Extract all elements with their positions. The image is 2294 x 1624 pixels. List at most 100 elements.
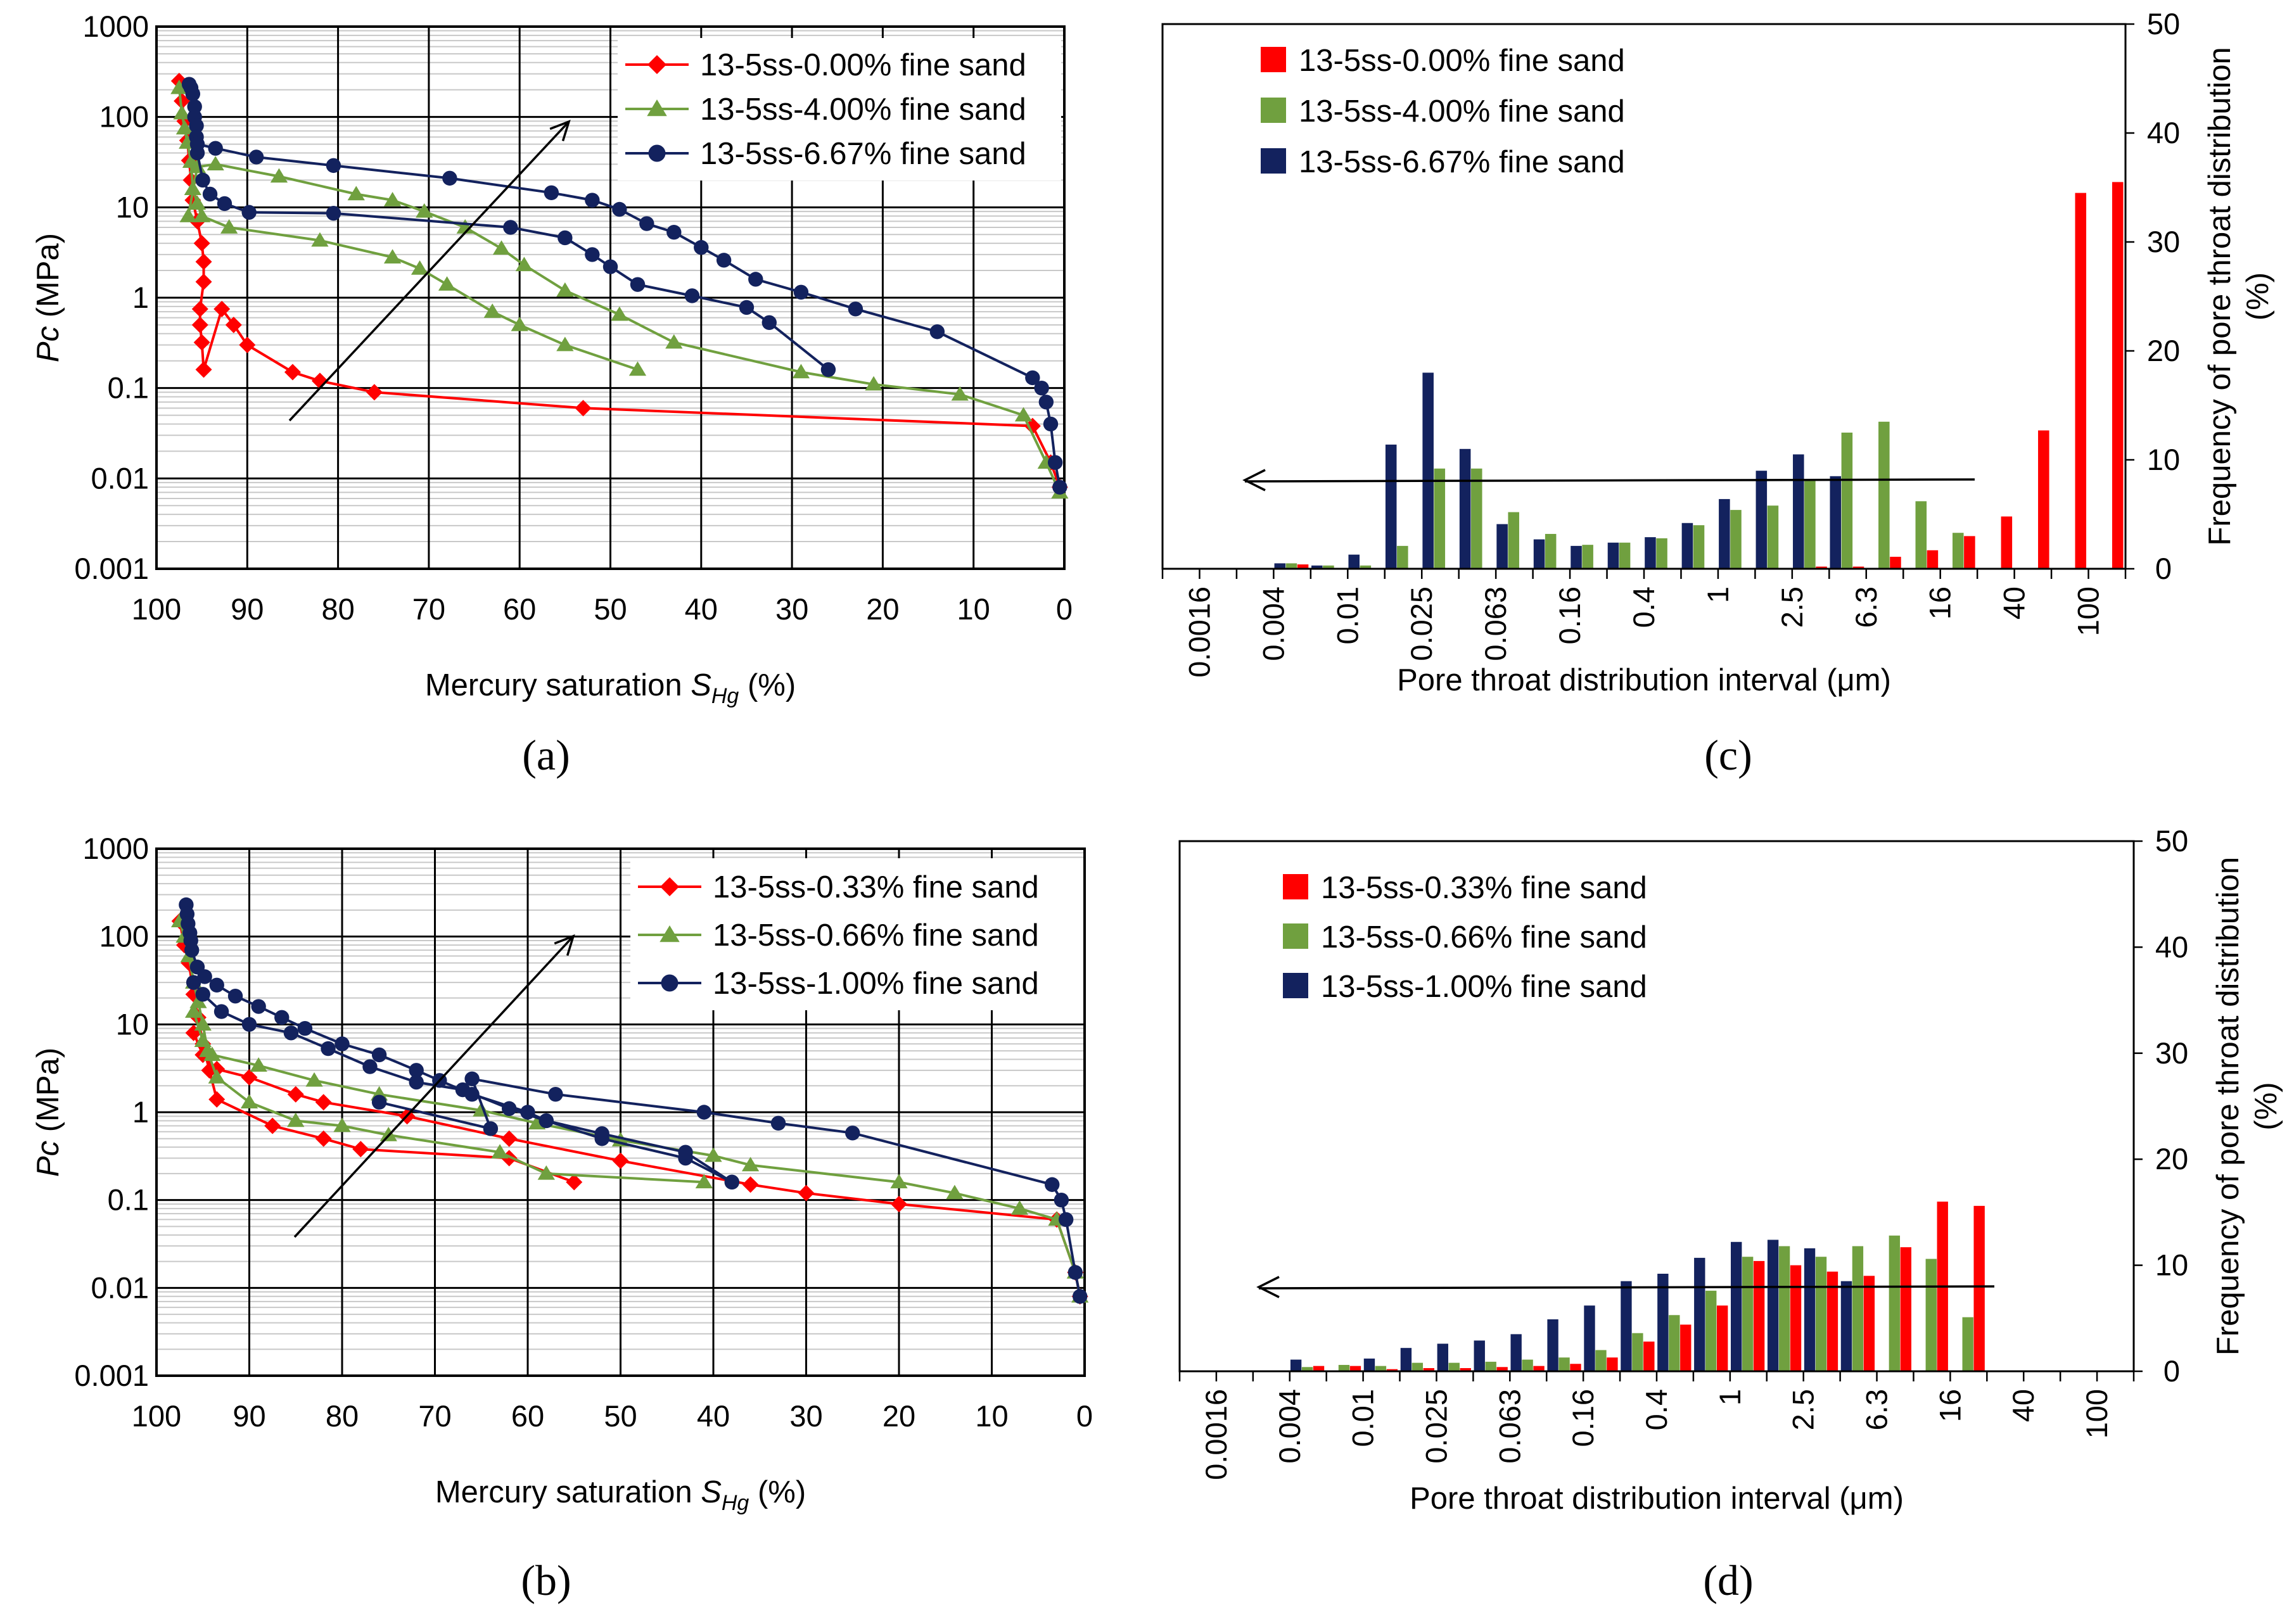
bar	[1301, 1367, 1313, 1371]
data-point	[820, 362, 836, 377]
y-tick-label: 50	[2147, 7, 2180, 41]
data-point	[544, 185, 559, 201]
x-tick-label: 0.16	[1566, 1389, 1600, 1447]
x-tick-label: 0.025	[1419, 1389, 1453, 1464]
bar	[1363, 1358, 1375, 1371]
x-tick-label: 20	[883, 1399, 915, 1433]
y-tick-label: 100	[99, 100, 149, 134]
bar	[1595, 1350, 1607, 1371]
series-2	[170, 79, 1069, 499]
x-axis-title: Pore throat distribution interval (μm)	[1397, 663, 1891, 697]
data-point	[195, 172, 210, 188]
data-point	[1034, 380, 1049, 396]
data-point	[741, 1157, 760, 1172]
bar	[1804, 479, 1816, 569]
y-tick-label: 20	[2147, 334, 2180, 367]
data-point	[195, 253, 212, 270]
data-point	[213, 300, 231, 317]
bar	[1570, 1364, 1581, 1371]
data-point	[187, 99, 202, 115]
y-tick-label: 10	[2147, 443, 2180, 476]
data-point	[865, 376, 883, 391]
bar	[1460, 1367, 1471, 1371]
bar	[1804, 1248, 1816, 1371]
bar	[1753, 1260, 1765, 1371]
bar	[1657, 1273, 1669, 1371]
data-point	[500, 1130, 518, 1147]
data-point	[184, 181, 201, 195]
bar	[1619, 542, 1631, 569]
data-point	[251, 999, 266, 1014]
data-point	[716, 253, 732, 268]
legend-marker	[647, 55, 666, 74]
x-tick-label: 0	[1076, 1399, 1093, 1433]
x-tick-label: 30	[775, 592, 808, 626]
data-point	[537, 1165, 555, 1180]
x-tick-label: 0.4	[1627, 587, 1660, 628]
data-point	[929, 324, 945, 339]
bar	[1878, 421, 1890, 569]
data-point	[798, 1184, 815, 1202]
bar	[1338, 1364, 1350, 1371]
legend: 13-5ss-0.00% fine sand 13-5ss-4.00% fine …	[618, 38, 1061, 181]
x-tick-label: 100	[2072, 587, 2105, 636]
data-point	[411, 260, 429, 275]
data-point	[1038, 395, 1054, 410]
y-tick-label: 1	[132, 1095, 149, 1129]
panel-label: (d)	[1703, 1556, 1753, 1604]
bar	[1582, 545, 1593, 569]
data-point	[566, 1174, 583, 1191]
data-point	[416, 203, 433, 218]
data-point	[502, 1101, 517, 1116]
bar	[1360, 565, 1372, 569]
x-tick-label: 0.004	[1256, 587, 1290, 661]
trend-arrow-line	[1258, 1285, 1995, 1290]
data-point	[195, 987, 210, 1002]
bar	[1925, 1259, 1937, 1371]
data-point	[173, 105, 191, 120]
bar-series-1	[1297, 182, 2124, 569]
x-tick-label: 20	[866, 592, 899, 626]
bar	[1607, 1357, 1618, 1371]
panel-c-pore-throat-histogram: 0.0016 0.004 0.01 0.025 0.063 0.16 0.4 1 2.5 6.3 1…	[1161, 7, 2275, 779]
y-tick-label: 10	[2155, 1248, 2188, 1282]
data-point	[287, 1086, 304, 1103]
data-point	[1054, 1192, 1069, 1208]
data-point	[438, 276, 456, 291]
data-point	[193, 208, 211, 222]
legend: 13-5ss-0.33% fine sand 13-5ss-0.66% fine …	[630, 858, 1083, 1010]
trend-arrow-line	[1244, 478, 1975, 483]
legend-label: 13-5ss-0.00% fine sand	[700, 48, 1026, 82]
data-point	[1010, 1200, 1029, 1215]
data-point	[951, 386, 969, 401]
data-point	[483, 1121, 499, 1136]
y-tick-label: 100	[99, 920, 149, 953]
bar	[1290, 1359, 1302, 1371]
bar	[1730, 510, 1742, 569]
y-tick-label: 1000	[82, 832, 149, 865]
data-point	[220, 219, 238, 234]
data-point	[227, 988, 243, 1004]
x-tick-label: 80	[321, 592, 354, 626]
legend-label: 13-5ss-4.00% fine sand	[1299, 94, 1625, 129]
bar	[1571, 545, 1582, 569]
bar	[1767, 1240, 1779, 1371]
y-tick-label: 1	[132, 281, 149, 314]
bar	[1400, 1348, 1412, 1371]
data-point	[270, 168, 288, 183]
data-point	[311, 232, 329, 247]
bar	[1731, 1241, 1742, 1371]
legend-box	[630, 858, 1083, 1010]
bar	[1485, 1361, 1496, 1371]
data-point	[704, 1147, 722, 1162]
data-point	[174, 92, 191, 110]
data-point	[538, 1113, 554, 1129]
data-point	[315, 1130, 332, 1147]
y-axis-title: Pc (MPa)	[31, 233, 65, 362]
bar	[1348, 554, 1360, 569]
legend-label: 13-5ss-1.00% fine sand	[1321, 970, 1647, 1004]
x-axis-title: Pore throat distribution interval (μm)	[1410, 1481, 1904, 1516]
data-point	[492, 240, 511, 255]
bar	[1705, 1290, 1717, 1371]
